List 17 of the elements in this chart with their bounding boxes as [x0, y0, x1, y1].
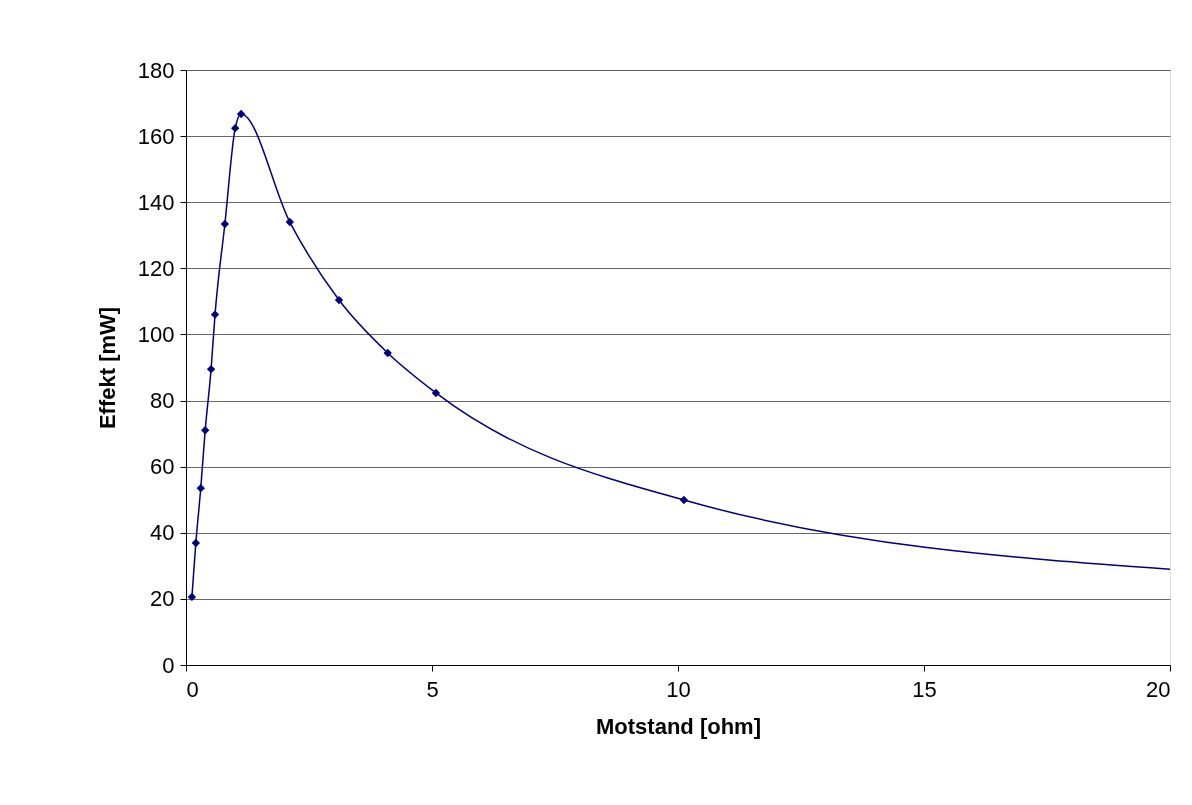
x-tick-label: 20 [1146, 676, 1171, 702]
x-axis-title: Motstand [ohm] [596, 713, 761, 739]
x-tick-label: 5 [426, 676, 439, 702]
y-tick-label: 140 [137, 189, 175, 215]
y-tick-label: 80 [150, 388, 175, 414]
y-tick-label: 100 [137, 321, 175, 347]
y-tick-label: 160 [137, 123, 175, 149]
y-tick-label: 60 [150, 454, 175, 480]
y-axis-title: Effekt [mW] [94, 306, 120, 430]
y-tick-label: 0 [162, 652, 175, 678]
x-tick-label: 0 [186, 676, 199, 702]
y-tick-label: 20 [150, 586, 175, 612]
y-tick-label: 180 [137, 57, 175, 83]
x-tick-label: 10 [666, 676, 691, 702]
y-tick-label: 120 [137, 255, 175, 281]
y-tick-label: 40 [150, 520, 175, 546]
x-tick-label: 15 [912, 676, 937, 702]
